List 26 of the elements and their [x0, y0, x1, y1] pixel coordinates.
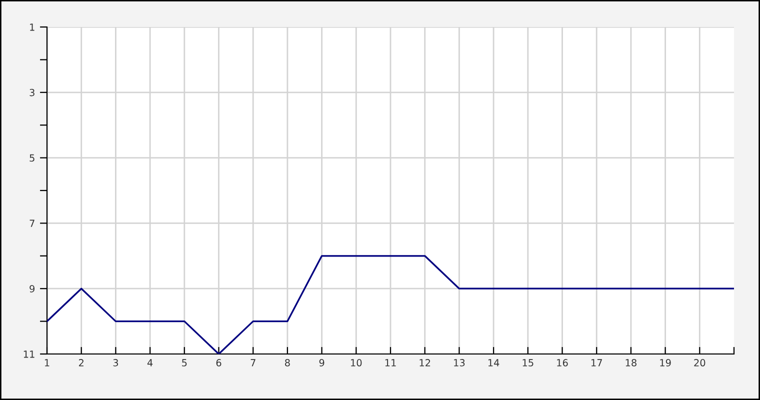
y-tick-label: 7 — [30, 220, 34, 227]
x-tick-label: 10 — [351, 359, 362, 366]
x-tick-label: 2 — [78, 359, 84, 366]
x-tick-label: 15 — [522, 359, 534, 366]
x-tick-label: 1 — [44, 359, 50, 366]
y-tick-label: 3 — [30, 88, 34, 96]
x-tick-label: 6 — [216, 359, 222, 366]
y-tick-label: 1 — [30, 24, 34, 31]
x-tick-label: 17 — [591, 359, 602, 366]
x-tick-label: 3 — [113, 359, 118, 366]
x-tick-label: 5 — [182, 359, 187, 366]
y-tick-label: 5 — [30, 154, 34, 162]
x-tick-label: 11 — [385, 359, 396, 366]
x-tick-label: 14 — [488, 359, 500, 366]
y-tick-label: 9 — [30, 285, 35, 292]
x-tick-label: 18 — [626, 359, 636, 366]
y-tick-label: 11 — [24, 350, 34, 358]
x-tick-label: 9 — [319, 359, 324, 366]
x-tick-label: 19 — [660, 359, 671, 366]
x-tick-label: 7 — [250, 359, 256, 366]
x-tick-label: 4 — [147, 359, 153, 366]
x-tick-label: 12 — [420, 359, 430, 366]
x-tick-label: 8 — [285, 359, 290, 366]
x-tick-label: 13 — [454, 359, 465, 366]
x-tick-label: 16 — [557, 359, 568, 366]
x-tick-label: 20 — [694, 359, 706, 366]
